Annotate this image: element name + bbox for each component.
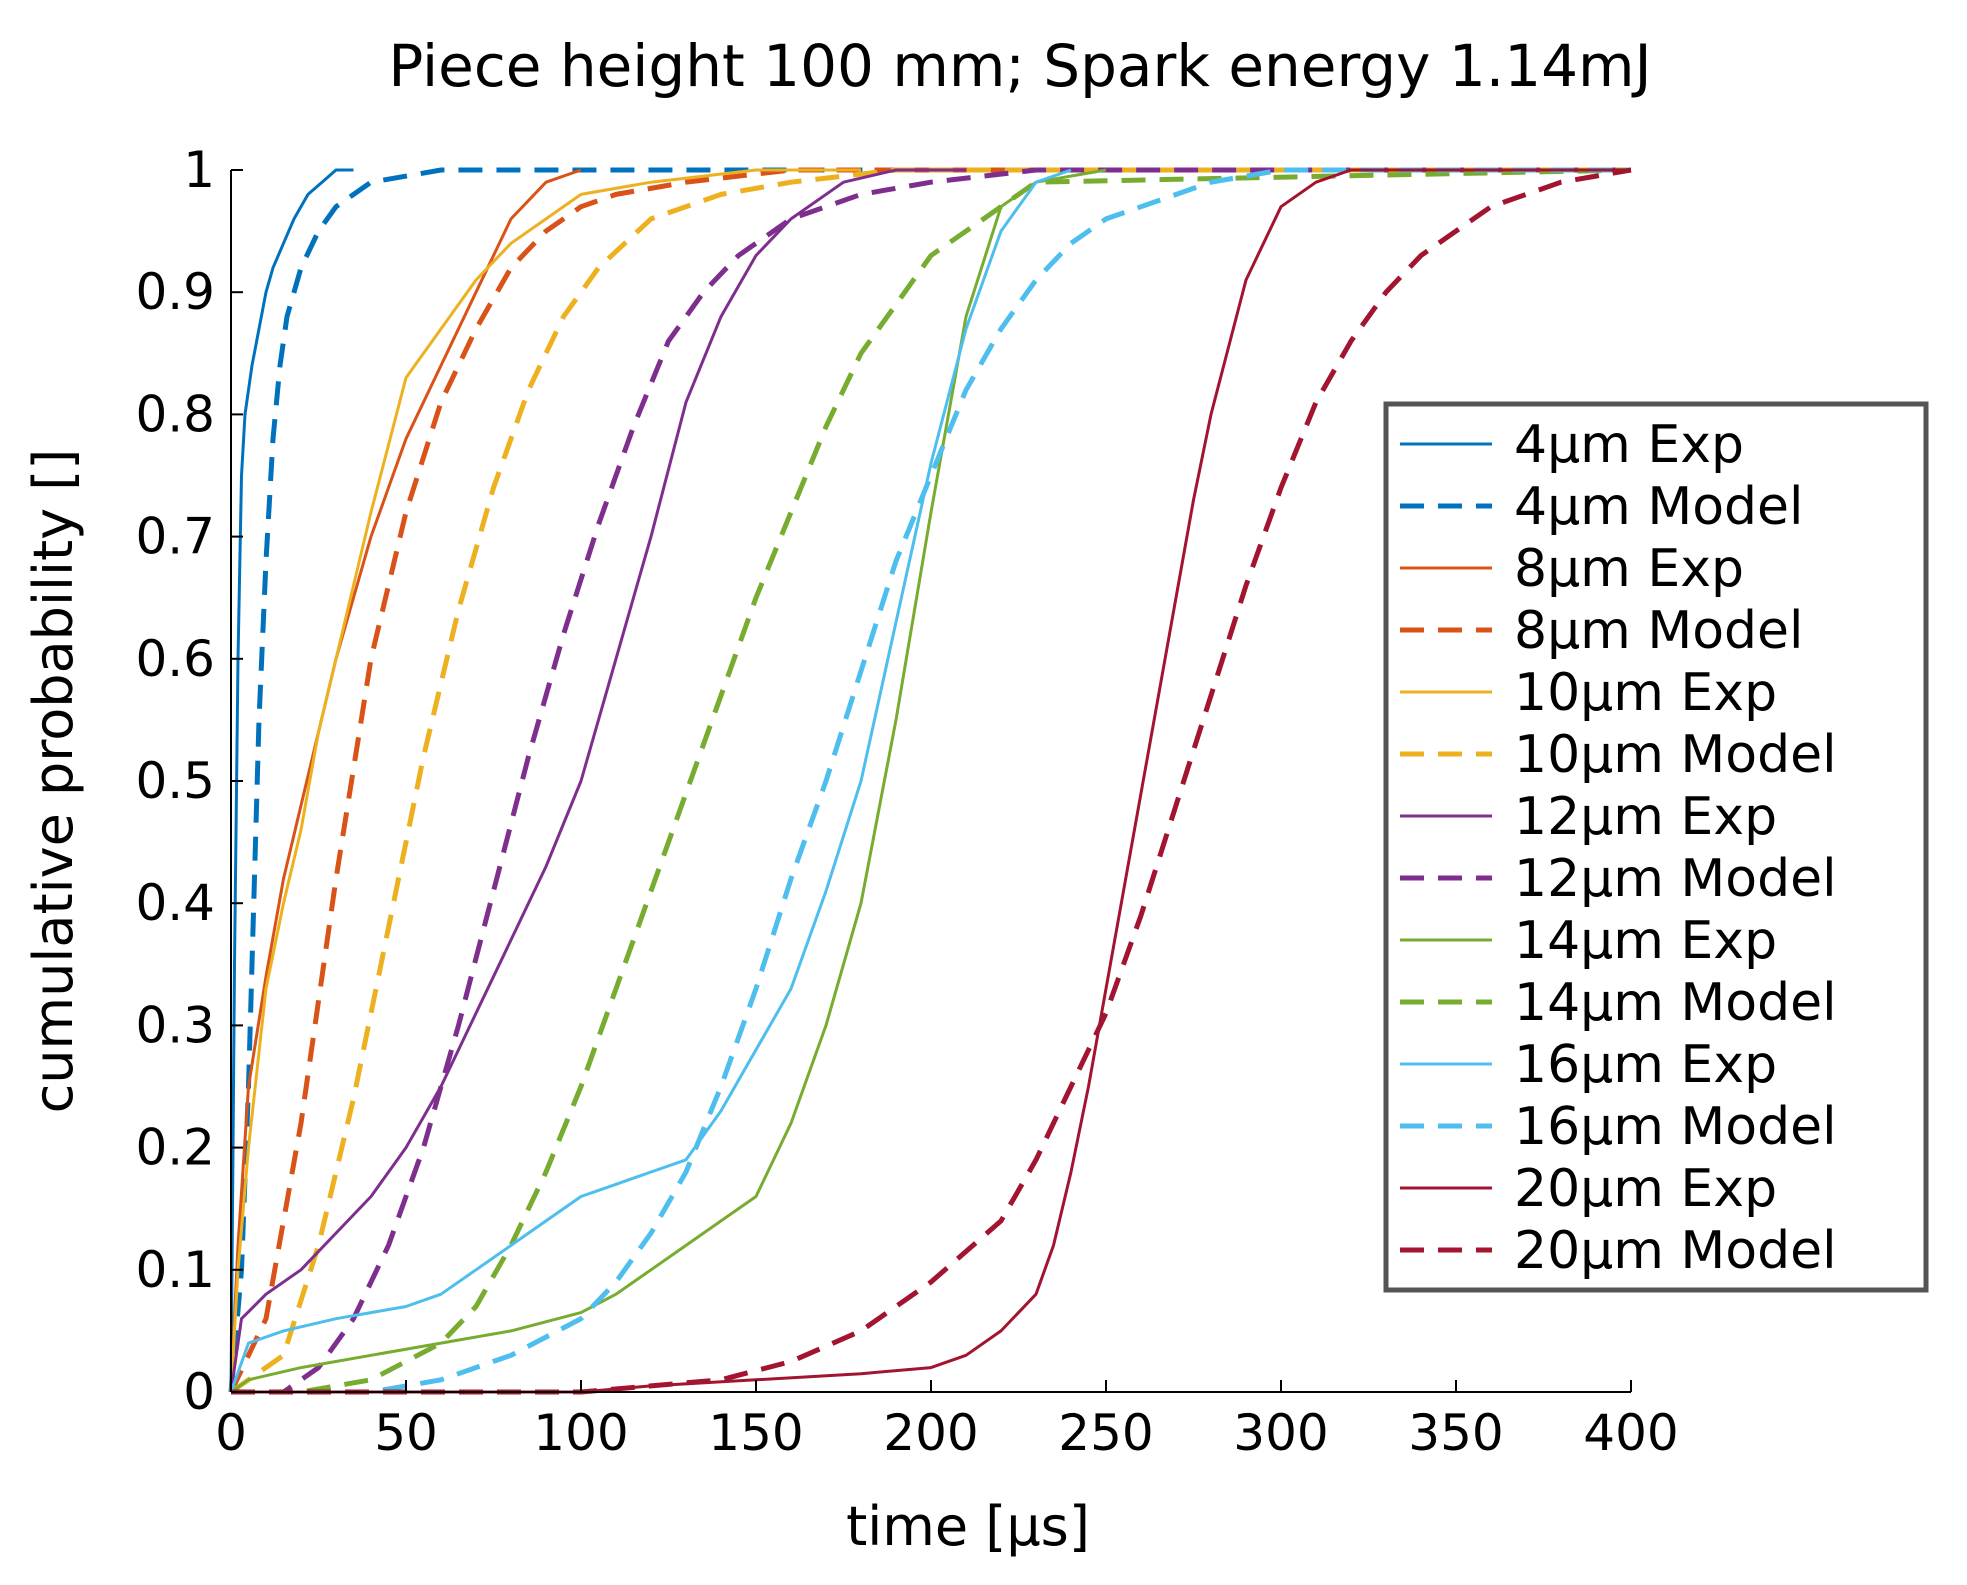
series-line-4um-exp <box>229 168 354 1393</box>
series-line-20um-exp <box>231 168 1631 1394</box>
y-tick-label: 0.5 <box>135 752 215 810</box>
x-tick-label: 400 <box>1583 1404 1678 1462</box>
legend-label-16um-model: 16µm Model <box>1514 1097 1837 1157</box>
x-tick-label: 100 <box>533 1404 628 1462</box>
series-line-20um-model <box>231 167 1632 1395</box>
y-tick-label: 1 <box>183 141 215 199</box>
series-line-4um-model <box>228 167 1631 1393</box>
legend-label-14um-exp: 14µm Exp <box>1514 911 1777 971</box>
ticks: 0 50 100 150 200 250 300 350 400 0 0.1 0.2 0.3 0.4 0.5… <box>135 141 1678 1462</box>
y-tick-label: 0.2 <box>135 1119 215 1177</box>
y-tick-label: 0.8 <box>135 385 215 443</box>
series-line-10um-model <box>229 167 1631 1395</box>
series-line-14um-model <box>231 167 1632 1395</box>
x-axis-label: time [µs] <box>846 1495 1090 1558</box>
legend-label-12um-model: 12µm Model <box>1514 849 1837 909</box>
legend-label-20um-exp: 20µm Exp <box>1514 1159 1777 1219</box>
series-line-16um-exp <box>229 168 1072 1393</box>
x-tick-label: 250 <box>1058 1404 1153 1462</box>
legend-label-8um-exp: 8µm Exp <box>1514 539 1744 599</box>
y-tick-label: 0.3 <box>135 996 215 1054</box>
series-line-8um-model <box>228 167 1631 1394</box>
x-tick-label: 0 <box>215 1404 247 1462</box>
x-tick-label: 50 <box>374 1404 438 1462</box>
legend-label-4um-model: 4µm Model <box>1514 477 1803 537</box>
legend-label-10um-model: 10µm Model <box>1514 725 1837 785</box>
legend-label-10um-exp: 10µm Exp <box>1514 663 1777 723</box>
series-line-10um-exp <box>229 168 861 1393</box>
y-tick-label: 0.1 <box>135 1241 215 1299</box>
y-tick-label: 0 <box>183 1363 215 1421</box>
y-tick-label: 0.4 <box>135 874 215 932</box>
y-tick-label: 0.9 <box>135 263 215 321</box>
legend-label-14um-model: 14µm Model <box>1514 973 1837 1033</box>
plot-area <box>228 167 1632 1395</box>
y-tick-label: 0.7 <box>135 508 215 566</box>
x-tick-label: 200 <box>883 1404 978 1462</box>
legend-label-16um-exp: 16µm Exp <box>1514 1035 1777 1095</box>
legend-label-8um-model: 8µm Model <box>1514 601 1803 661</box>
y-tick-label: 0.6 <box>135 630 215 688</box>
x-tick-label: 350 <box>1408 1404 1503 1462</box>
legend-label-4um-exp: 4µm Exp <box>1514 415 1744 475</box>
x-tick-label: 300 <box>1233 1404 1328 1462</box>
x-tick-label: 150 <box>708 1404 803 1462</box>
series-line-12um-model <box>231 167 1631 1395</box>
legend-box <box>1383 401 1929 1293</box>
y-axis-label: cumulative probability [] <box>22 449 85 1114</box>
legend-label-20um-model: 20µm Model <box>1514 1221 1837 1281</box>
legend-label-12um-exp: 12µm Exp <box>1514 787 1777 847</box>
chart-title: Piece height 100 mm; Spark energy 1.14mJ <box>388 32 1651 100</box>
series-line-12um-exp <box>229 168 966 1393</box>
series-line-14um-exp <box>230 168 1107 1394</box>
